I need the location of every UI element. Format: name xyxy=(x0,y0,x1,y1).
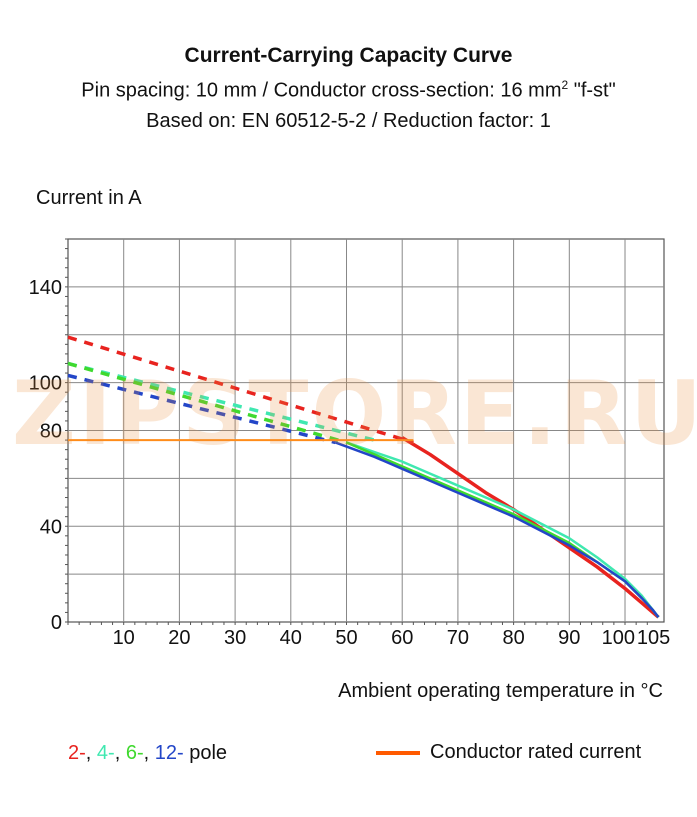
x-tick-label: 70 xyxy=(447,627,469,649)
legend-pole-item: 4- xyxy=(96,742,115,764)
watermark: ZIPSTORE.RU xyxy=(12,362,697,465)
subtitle-suffix: "f-st" xyxy=(568,79,616,102)
y-tick-label: 80 xyxy=(40,421,62,443)
y-tick-label: 140 xyxy=(29,277,62,299)
legend-rated-label: Conductor rated current xyxy=(430,741,642,763)
x-axis-label: Ambient operating temperature in °C xyxy=(338,680,663,702)
legend-pole-item: , xyxy=(143,742,155,764)
subtitle-spacing-text: Pin spacing: 10 mm / Conductor cross-sec… xyxy=(81,79,562,102)
series-lines xyxy=(67,335,660,619)
series-line-solid xyxy=(346,441,660,618)
legend-rated-swatch xyxy=(376,750,420,755)
legend-pole-item: , xyxy=(114,742,126,764)
y-axis-label: Current in A xyxy=(36,187,142,209)
x-tick-label: 90 xyxy=(558,627,580,649)
x-tick-label: 60 xyxy=(391,627,413,649)
legend-pole-item: 6- xyxy=(125,742,144,764)
x-tick-label: 50 xyxy=(335,627,357,649)
chart-title: Current-Carrying Capacity Curve xyxy=(184,44,513,67)
x-tick-label: 30 xyxy=(224,627,246,649)
x-tick-label: 20 xyxy=(168,627,190,649)
x-tick-label: 40 xyxy=(280,627,302,649)
x-tick-label: 10 xyxy=(113,627,135,649)
series-line-solid xyxy=(334,441,660,618)
series-line-dashed xyxy=(67,373,336,445)
y-tick-label: 40 xyxy=(40,516,62,538)
subtitle-superscript: 2 xyxy=(561,78,569,92)
legend-pole-item: 12- xyxy=(154,742,184,764)
y-tick-label: 0 xyxy=(51,612,62,634)
chart-subtitle-spacing: Pin spacing: 10 mm / Conductor cross-sec… xyxy=(0,78,697,103)
x-tick-label: 80 xyxy=(502,627,524,649)
legend-pole-item: 2- xyxy=(68,742,86,764)
series-line-solid xyxy=(346,441,660,618)
x-tick-label: 105 xyxy=(637,627,670,649)
x-tick-label: 100 xyxy=(602,627,635,649)
y-tick-label: 100 xyxy=(29,373,62,395)
legend-pole-item: , xyxy=(85,742,97,764)
chart-subtitle-basis: Based on: EN 60512-5-2 / Reduction facto… xyxy=(146,110,551,132)
legend-pole-counts: 2-, 4-, 6-, 12- pole xyxy=(68,742,227,765)
series-line-dashed xyxy=(67,361,347,445)
legend-rated-current: Conductor rated current xyxy=(376,741,641,764)
legend-pole-item: pole xyxy=(183,742,228,764)
